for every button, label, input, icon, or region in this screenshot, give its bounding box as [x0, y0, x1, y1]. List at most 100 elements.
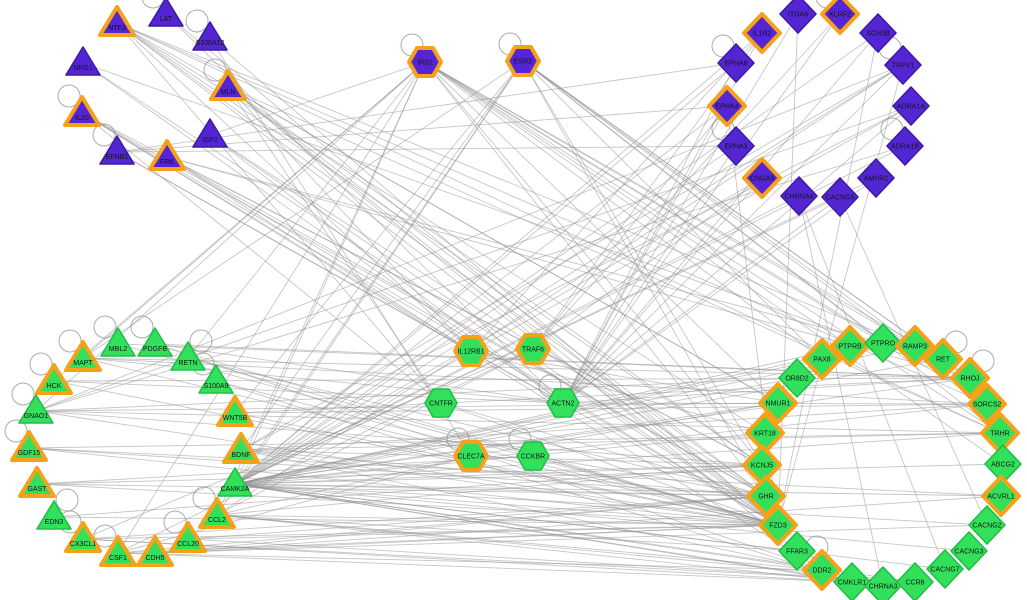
- node-RHOJ[interactable]: [950, 357, 990, 399]
- node-CACNG2[interactable]: [968, 505, 1006, 545]
- edge-GHR-ESR2[interactable]: [522, 60, 767, 497]
- edge-CDH5-ACVRL1[interactable]: [154, 495, 1002, 554]
- node-WNT5B[interactable]: [216, 395, 254, 427]
- edge-CAMK2A-RET[interactable]: [234, 358, 944, 485]
- edge-CSF1-DDR2[interactable]: [117, 552, 823, 571]
- node-NTF3[interactable]: [98, 5, 136, 37]
- edge-NTF3-RET[interactable]: [116, 22, 944, 360]
- edge-WNT5B-SORCS2[interactable]: [234, 403, 988, 414]
- edge-ACTN2-CNGA3[interactable]: [562, 177, 763, 404]
- edge-CCL2-TRPV1[interactable]: [216, 64, 904, 516]
- node-PAX8[interactable]: [802, 338, 842, 380]
- edge-FZD3-GDF15[interactable]: [28, 447, 779, 526]
- edge-ACTN2-EPHA8[interactable]: [562, 62, 737, 404]
- node-CNGA3[interactable]: [742, 157, 782, 199]
- edge-FZD3-MLN[interactable]: [227, 86, 779, 526]
- edge-FZD3-WNT5B[interactable]: [234, 412, 779, 526]
- node-LAT[interactable]: [148, 0, 184, 27]
- self-loop-PDGFB[interactable]: [130, 315, 154, 339]
- self-loop-GNAO1[interactable]: [11, 382, 35, 406]
- edge-CNTFR-NTF3[interactable]: [116, 22, 442, 404]
- edge-ESR2-KCNJ5[interactable]: [522, 60, 763, 466]
- node-TRAF6[interactable]: [515, 333, 551, 365]
- edge-GHR-GDF15[interactable]: [28, 447, 767, 497]
- edge-GHR-NTF3[interactable]: [116, 22, 767, 497]
- edge-IRS1-RET[interactable]: [424, 61, 944, 360]
- edge-CCL2-CCR6[interactable]: [216, 514, 916, 583]
- edge-CDH5-CACNG2[interactable]: [154, 524, 988, 554]
- node-CHRNA3[interactable]: [864, 566, 902, 600]
- node-ESR2[interactable]: [505, 45, 541, 77]
- node-HCK[interactable]: [35, 363, 73, 395]
- edge-GDF15-TRHR[interactable]: [28, 432, 1001, 449]
- edge-BDNF-SORCS2[interactable]: [240, 403, 988, 451]
- node-RETN[interactable]: [170, 341, 206, 371]
- edge-IRS1-PTPRO[interactable]: [424, 61, 884, 344]
- edge-ACTN2-AMHR2[interactable]: [562, 177, 877, 404]
- edge-GNAO1-NMUR1[interactable]: [35, 402, 779, 412]
- node-EDN3[interactable]: [36, 500, 72, 530]
- edge-GHR-IRS1[interactable]: [424, 61, 767, 497]
- node-CAMK2A[interactable]: [217, 467, 253, 497]
- edge-GHR-FRK[interactable]: [166, 156, 767, 497]
- edge-IRS1-PAX8[interactable]: [424, 61, 823, 360]
- edge-MLN-TRHR[interactable]: [227, 86, 1001, 434]
- node-S100A9[interactable]: [198, 364, 234, 394]
- node-KCNJ5[interactable]: [742, 444, 782, 486]
- self-loop-RETN[interactable]: [189, 329, 213, 353]
- edge-CCL20-CCR6[interactable]: [187, 538, 916, 583]
- edge-IRS1-PTPRB[interactable]: [424, 61, 851, 347]
- node-IRS1[interactable]: [407, 46, 443, 78]
- edge-IL12RB1-KRT18[interactable]: [470, 350, 766, 434]
- edge-CX3CL1-CCR6[interactable]: [82, 538, 916, 583]
- edge-S100A9-CMKLR1[interactable]: [215, 380, 853, 583]
- edge-TRAF6-CSF1[interactable]: [117, 348, 534, 554]
- edge-FZD3-IL20[interactable]: [81, 112, 779, 526]
- edge-BDNF-TRPV1[interactable]: [240, 64, 904, 451]
- node-GHR[interactable]: [746, 475, 786, 517]
- edge-NRG1-RHOJ[interactable]: [82, 62, 971, 379]
- edge-CX3CL1-CMKLR1[interactable]: [82, 538, 853, 583]
- edge-ESR2-BDNF[interactable]: [240, 60, 524, 451]
- edge-CAMK2A-OR8D2[interactable]: [234, 377, 798, 485]
- node-IL20[interactable]: [63, 95, 101, 127]
- edge-ESR2-CCL2[interactable]: [216, 60, 524, 516]
- edge-IRS1-RHOJ[interactable]: [424, 61, 971, 379]
- node-AMHR2[interactable]: [857, 158, 895, 198]
- edge-GHR-CSF1[interactable]: [117, 495, 767, 554]
- edge-FRK-RET[interactable]: [166, 156, 944, 360]
- edge-ACTN2-EFNB1[interactable]: [116, 151, 564, 404]
- node-KLRF2[interactable]: [820, 0, 860, 35]
- node-ACTN2[interactable]: [546, 388, 580, 418]
- edge-CAMK2A-DDR2[interactable]: [234, 483, 823, 571]
- node-SORCS2[interactable]: [967, 383, 1007, 425]
- edge-BDNF-TRHR[interactable]: [240, 432, 1001, 451]
- edge-IRS1-RETN[interactable]: [187, 61, 426, 359]
- edge-IL20-DDR2[interactable]: [81, 112, 823, 571]
- edge-BDNF-ADRA1A[interactable]: [240, 105, 912, 451]
- edge-ESR2-RAMP3[interactable]: [522, 60, 916, 347]
- node-RAMP3[interactable]: [895, 325, 935, 367]
- self-loop-EDN3[interactable]: [55, 488, 79, 512]
- edge-IRS1-KCNJ5[interactable]: [424, 61, 763, 466]
- self-loop-MAPT[interactable]: [58, 329, 82, 353]
- node-NMUR1[interactable]: [758, 382, 798, 424]
- edge-CAMK2A-GHR[interactable]: [234, 483, 767, 497]
- edge-GDF15-ACVRL1[interactable]: [28, 447, 1002, 497]
- edge-GNAO1-TRHR[interactable]: [35, 410, 1001, 434]
- node-MBL2[interactable]: [100, 327, 136, 357]
- edge-CCL2-FFAR3[interactable]: [216, 514, 798, 552]
- edge-ACTN2-TRPV1[interactable]: [562, 64, 904, 404]
- edge-GNAO1-OR8D2[interactable]: [35, 377, 798, 412]
- edge-ESR2-RHOJ[interactable]: [522, 60, 971, 379]
- edge-MLN-NMUR1[interactable]: [227, 86, 779, 404]
- node-CDH5[interactable]: [136, 535, 174, 567]
- edge-CAMK2A-KCNJ5[interactable]: [234, 464, 763, 485]
- edge-GHR-CCL20[interactable]: [187, 495, 767, 540]
- edge-ACTN2-RHOJ[interactable]: [562, 377, 971, 404]
- edge-FZD3-SCN3B[interactable]: [777, 32, 879, 526]
- edge-CHRNA4-CHRNA3[interactable]: [798, 195, 884, 587]
- edge-TRAF6-KLRF2[interactable]: [532, 13, 841, 350]
